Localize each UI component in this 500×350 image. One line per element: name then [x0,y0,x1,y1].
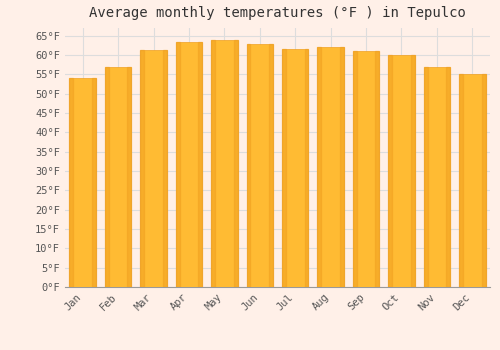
Bar [340,47,344,287]
Bar [459,75,485,287]
Bar [211,40,238,287]
Bar [282,49,286,287]
Bar [376,51,380,287]
Bar [70,78,96,287]
Bar [446,66,450,287]
Bar [269,44,273,287]
Bar [163,50,167,287]
Bar [105,66,109,287]
Bar [304,49,308,287]
Bar [234,40,237,287]
Bar [411,55,414,287]
Bar [211,40,215,287]
Bar [176,42,202,287]
Bar [318,47,322,287]
Bar [282,49,308,287]
Bar [424,66,428,287]
Bar [140,50,167,287]
Bar [388,55,414,287]
Bar [246,44,273,287]
Bar [105,66,132,287]
Bar [176,42,180,287]
Bar [459,75,463,287]
Bar [353,51,380,287]
Bar [353,51,356,287]
Bar [482,75,486,287]
Bar [198,42,202,287]
Bar [92,78,96,287]
Bar [140,50,144,287]
Bar [318,47,344,287]
Bar [388,55,392,287]
Bar [424,66,450,287]
Bar [70,78,73,287]
Title: Average monthly temperatures (°F ) in Tepulco: Average monthly temperatures (°F ) in Te… [89,6,466,20]
Bar [128,66,132,287]
Bar [246,44,250,287]
